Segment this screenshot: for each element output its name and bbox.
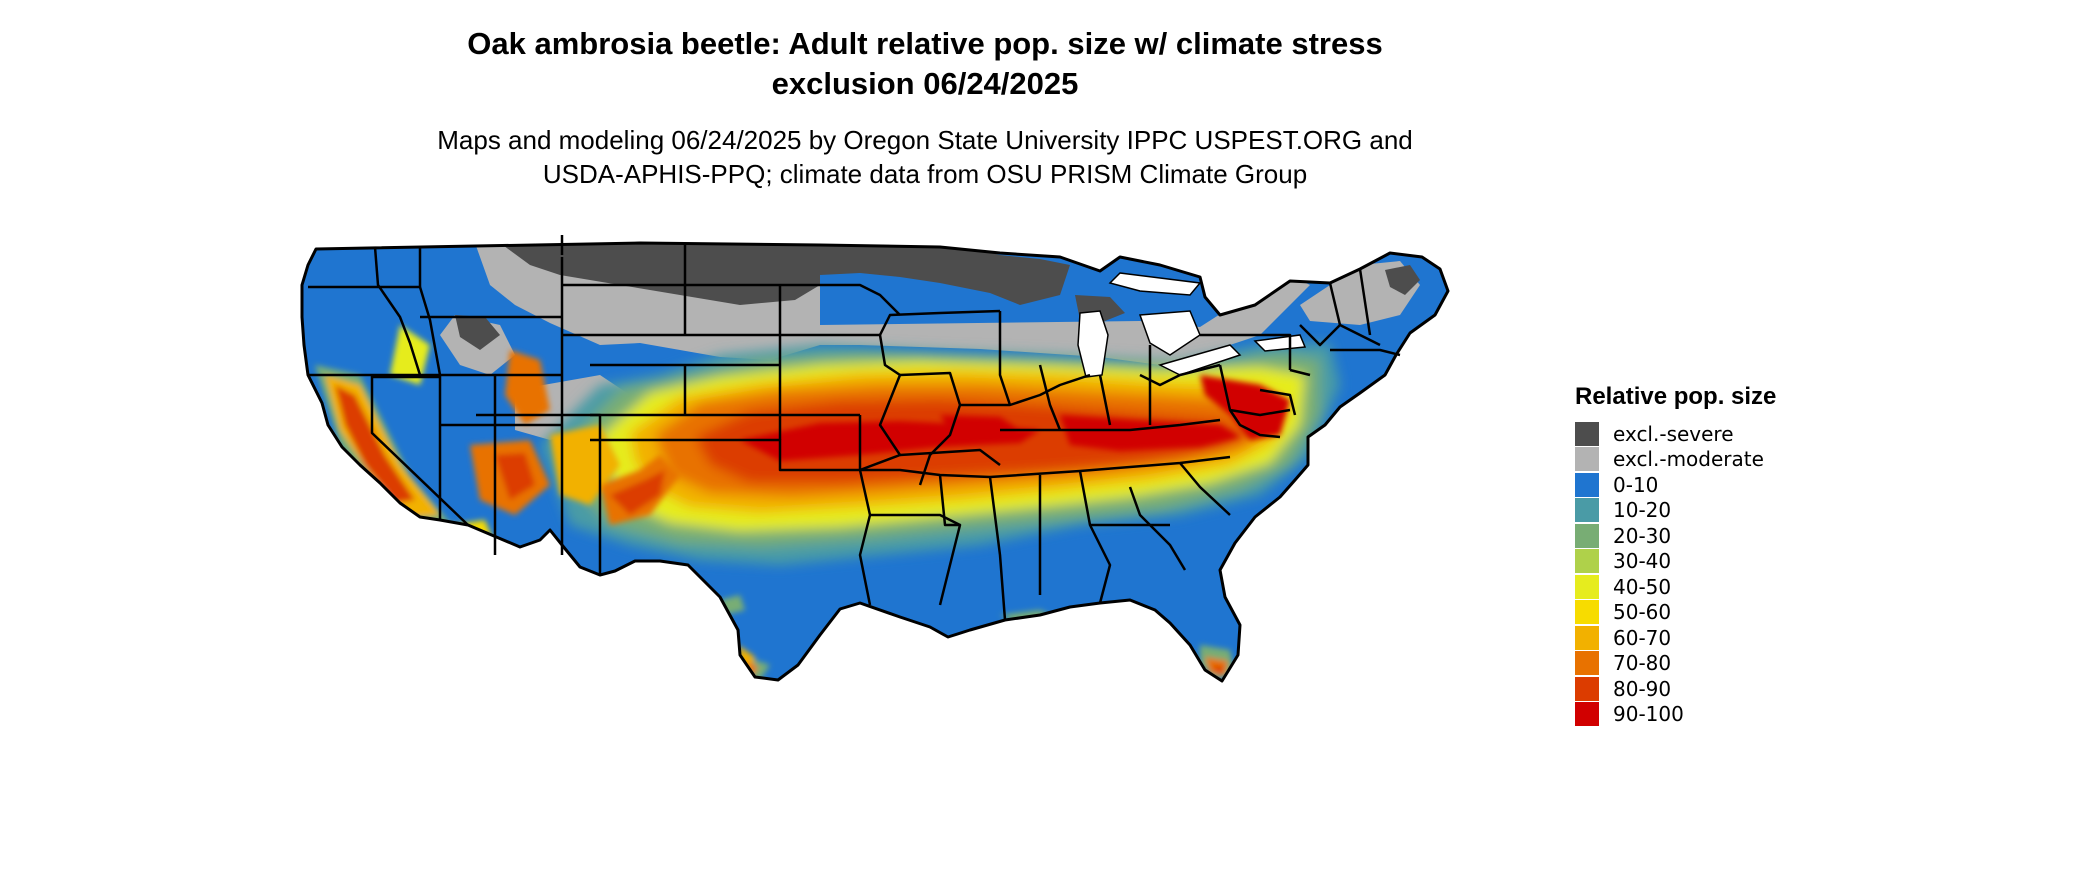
legend-item: excl.-moderate <box>1575 447 1875 473</box>
legend-swatch <box>1575 447 1599 472</box>
legend-swatch <box>1575 651 1599 676</box>
legend-item: 0-10 <box>1575 472 1875 498</box>
legend-swatch <box>1575 574 1599 599</box>
state-borders <box>300 235 1450 683</box>
legend-label: 60-70 <box>1613 625 1672 650</box>
legend-label: 90-100 <box>1613 702 1684 727</box>
legend-swatch <box>1575 421 1599 446</box>
legend-label: 50-60 <box>1613 600 1672 625</box>
legend-swatch <box>1575 472 1599 497</box>
legend-label: 70-80 <box>1613 651 1672 676</box>
legend-item: 10-20 <box>1575 498 1875 524</box>
legend-item: 70-80 <box>1575 651 1875 677</box>
legend-items: excl.-severe excl.-moderate 0-10 10-20 20-30… <box>1575 421 1875 727</box>
legend-label: 10-20 <box>1613 498 1672 523</box>
legend-swatch <box>1575 523 1599 548</box>
map-subtitle: Maps and modeling 06/24/2025 by Oregon S… <box>340 123 1510 191</box>
population-raster <box>302 243 1448 681</box>
title-line-2: exclusion 06/24/2025 <box>771 66 1079 101</box>
legend-item: excl.-severe <box>1575 421 1875 447</box>
legend-title: Relative pop. size <box>1575 383 1777 410</box>
subtitle-line-1: Maps and modeling 06/24/2025 by Oregon S… <box>437 125 1413 155</box>
map-title: Oak ambrosia beetle: Adult relative pop.… <box>340 24 1510 104</box>
subtitle-line-2: USDA-APHIS-PPQ; climate data from OSU PR… <box>542 159 1308 189</box>
legend-swatch <box>1575 702 1599 727</box>
legend-swatch <box>1575 676 1599 701</box>
legend-label: 0-10 <box>1613 472 1659 497</box>
legend-label: 30-40 <box>1613 549 1672 574</box>
legend-item: 60-70 <box>1575 625 1875 651</box>
legend-item: 40-50 <box>1575 574 1875 600</box>
legend: Relative pop. size excl.-severe excl.-mod… <box>1575 382 1875 727</box>
legend-item: 50-60 <box>1575 600 1875 626</box>
great-lakes <box>1077 272 1307 378</box>
legend-label: 40-50 <box>1613 574 1672 599</box>
legend-item: 20-30 <box>1575 523 1875 549</box>
legend-label: excl.-moderate <box>1613 447 1764 472</box>
legend-swatch <box>1575 549 1599 574</box>
legend-item: 30-40 <box>1575 549 1875 575</box>
legend-item: 80-90 <box>1575 676 1875 702</box>
legend-item: 90-100 <box>1575 702 1875 728</box>
us-map <box>300 235 1450 683</box>
legend-swatch <box>1575 498 1599 523</box>
legend-label: 20-30 <box>1613 523 1672 548</box>
legend-label: excl.-severe <box>1613 421 1734 446</box>
legend-swatch <box>1575 600 1599 625</box>
title-line-1: Oak ambrosia beetle: Adult relative pop.… <box>467 26 1383 61</box>
legend-label: 80-90 <box>1613 676 1672 701</box>
legend-swatch <box>1575 625 1599 650</box>
